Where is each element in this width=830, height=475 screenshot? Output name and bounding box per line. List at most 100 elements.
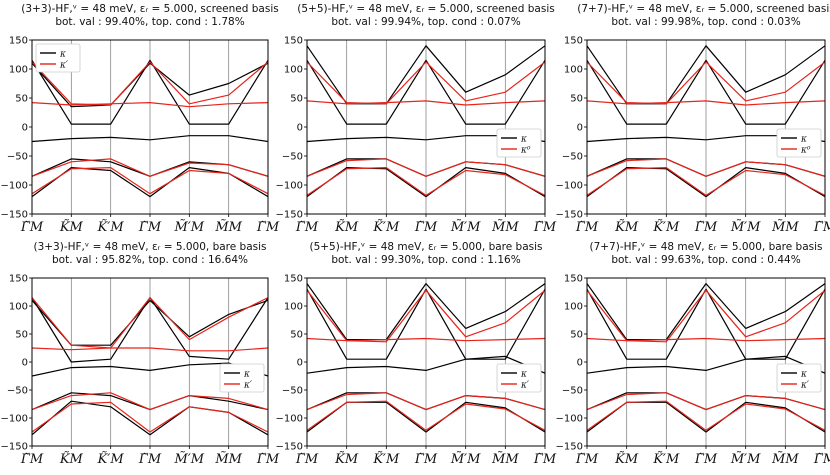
y-tick-label: −150	[276, 210, 303, 221]
x-tick-label: Γ̃M	[694, 220, 718, 235]
series-line-7	[32, 101, 268, 108]
y-tick-label: 100	[564, 65, 583, 76]
y-tick-label: −150	[556, 210, 583, 221]
x-tick-label: K̃′M	[372, 451, 400, 467]
y-tick-label: −150	[556, 442, 583, 453]
chart-subtitle: bot. val : 99.94%, top. cond : 0.07%	[331, 16, 520, 28]
series-line-6	[587, 61, 825, 105]
x-tick-label: K̃′M	[372, 219, 400, 235]
chart-panel-5: (5+5)-HF,ᵛ = 48 meV, εᵣ = 5.000, bare ba…	[276, 241, 557, 467]
y-tick-label: −50	[7, 152, 28, 163]
series-line-7	[32, 347, 268, 352]
y-tick-label: 50	[290, 330, 303, 341]
series-line-2	[307, 283, 545, 341]
y-tick-label: 150	[9, 274, 28, 285]
x-tick-label: K̃′M	[97, 219, 125, 235]
chart-legend: κκ⁰	[496, 128, 542, 158]
legend-box	[776, 363, 822, 393]
series-line-5	[307, 167, 545, 198]
y-tick-label: 0	[577, 123, 583, 134]
y-tick-label: 100	[284, 65, 303, 76]
series-line-3	[32, 362, 268, 377]
y-tick-label: 50	[15, 94, 28, 105]
y-tick-label: −100	[556, 414, 583, 425]
x-tick-label: M̃′M	[174, 451, 205, 467]
chart-panel-3: (7+7)-HF,ᵛ = 48 meV, εᵣ = 5.000, screene…	[556, 3, 830, 235]
series-line-5	[587, 167, 825, 198]
series-line-3	[307, 355, 545, 374]
chart-title: (3+3)-HF,ᵛ = 48 meV, εᵣ = 5.000, bare ba…	[33, 241, 266, 253]
chart-panel-6: (7+7)-HF,ᵛ = 48 meV, εᵣ = 5.000, bare ba…	[556, 241, 830, 467]
y-tick-label: 150	[284, 36, 303, 47]
series-line-2	[32, 62, 268, 108]
x-tick-label: M̃M	[771, 451, 799, 467]
series-line-8	[32, 392, 268, 411]
series-line-6	[32, 297, 268, 349]
y-tick-label: 0	[297, 358, 303, 369]
x-tick-label: M̃M	[771, 219, 799, 235]
x-tick-label: K̃M	[334, 451, 359, 467]
y-tick-label: −50	[282, 386, 303, 397]
y-tick-label: −100	[556, 181, 583, 192]
chart-title: (3+3)-HF,ᵛ = 48 meV, εᵣ = 5.000, screene…	[21, 3, 278, 15]
series-line-9	[587, 400, 825, 431]
y-tick-label: −50	[562, 152, 583, 163]
series-line-3	[32, 135, 268, 143]
series-line-7	[307, 100, 545, 106]
x-tick-label: K̃M	[59, 451, 84, 467]
x-tick-label: M̃′M	[730, 451, 761, 467]
x-tick-label: K̃M	[334, 219, 359, 235]
chart-panel-4: (3+3)-HF,ᵛ = 48 meV, εᵣ = 5.000, bare ba…	[1, 241, 280, 467]
chart-panel-2: (5+5)-HF,ᵛ = 48 meV, εᵣ = 5.000, screene…	[276, 3, 557, 235]
series-line-8	[307, 392, 545, 411]
chart-title: (7+7)-HF,ᵛ = 48 meV, εᵣ = 5.000, bare ba…	[589, 241, 822, 253]
x-tick-label: Γ̃M	[20, 452, 44, 467]
chart-title: (5+5)-HF,ᵛ = 48 meV, εᵣ = 5.000, bare ba…	[309, 241, 542, 253]
y-tick-label: −50	[7, 386, 28, 397]
legend-box	[496, 363, 542, 393]
y-tick-label: 50	[570, 330, 583, 341]
legend-box	[219, 363, 265, 393]
series-line-6	[307, 61, 545, 105]
y-tick-label: 50	[290, 94, 303, 105]
series-line-1	[587, 288, 825, 360]
y-tick-label: −100	[276, 414, 303, 425]
y-tick-label: 0	[297, 123, 303, 134]
y-tick-label: 100	[284, 302, 303, 313]
series-line-8	[32, 158, 268, 177]
chart-subtitle: bot. val : 99.40%, top. cond : 1.78%	[55, 16, 244, 28]
x-tick-label: Γ̃M	[256, 452, 280, 467]
legend-label: κ′	[243, 381, 252, 391]
legend-label: κ′	[800, 381, 809, 391]
legend-label: κ⁰	[800, 146, 811, 156]
series-group	[307, 283, 545, 433]
x-tick-label: K̃′M	[652, 451, 680, 467]
x-tick-label: Γ̃M	[575, 220, 599, 235]
x-tick-label: Γ̃M	[295, 220, 319, 235]
series-line-1	[32, 59, 268, 125]
chart-subtitle: bot. val : 99.63%, top. cond : 0.44%	[611, 254, 800, 266]
legend-label: κ	[59, 50, 66, 60]
series-group	[587, 45, 825, 198]
x-tick-label: Γ̃M	[256, 220, 280, 235]
legend-label: κ	[520, 135, 527, 145]
series-line-7	[587, 100, 825, 106]
legend-label: κ	[243, 370, 250, 380]
y-tick-label: 150	[564, 36, 583, 47]
y-tick-label: 100	[9, 65, 28, 76]
x-tick-label: Γ̃M	[414, 220, 438, 235]
y-tick-label: −100	[276, 181, 303, 192]
x-tick-label: K̃M	[59, 219, 84, 235]
x-tick-label: Γ̃M	[575, 452, 599, 467]
series-line-7	[307, 337, 545, 342]
legend-box	[496, 128, 542, 158]
y-tick-label: 0	[22, 358, 28, 369]
chart-title: (7+7)-HF,ᵛ = 48 meV, εᵣ = 5.000, screene…	[577, 3, 830, 15]
legend-box	[776, 128, 822, 158]
x-tick-label: Γ̃M	[295, 452, 319, 467]
series-group	[587, 283, 825, 433]
x-tick-label: Γ̃M	[533, 220, 557, 235]
chart-legend: κκ′	[35, 43, 81, 73]
x-tick-label: K̃′M	[97, 451, 125, 467]
